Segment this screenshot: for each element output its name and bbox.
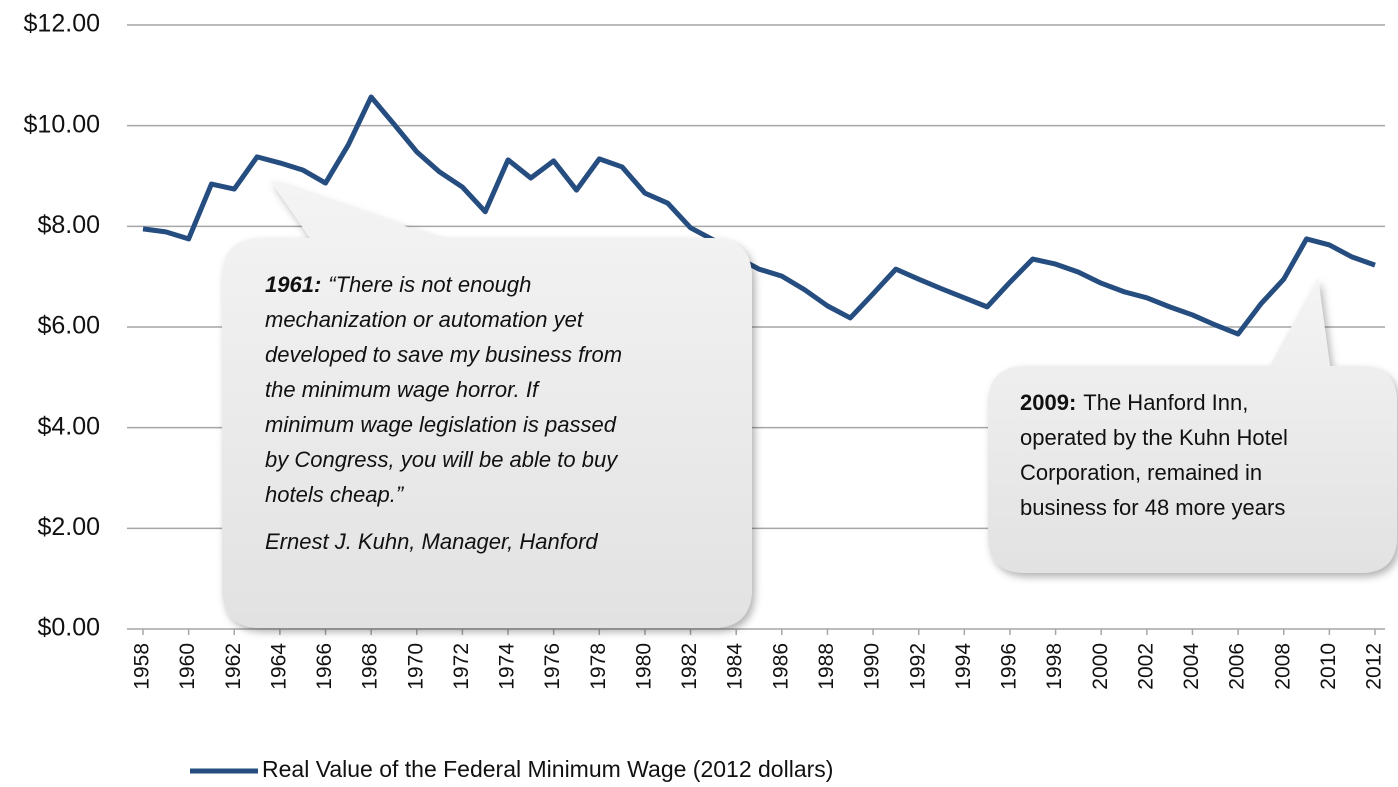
annotation-line: Corporation, remained in [1020, 460, 1262, 485]
y-tick-label: $6.00 [37, 312, 100, 340]
x-tick-label: 2004 [1180, 643, 1203, 690]
y-tick-label: $12.00 [24, 10, 100, 38]
plot [142, 94, 1376, 337]
legend-label: Real Value of the Federal Minimum Wage (… [262, 756, 833, 782]
annotation-text: The Hanford Inn, [1083, 390, 1248, 415]
annotation-line: by Congress, you will be able to buy [265, 447, 619, 472]
x-tick-label: 1962 [222, 643, 245, 690]
x-tick-label: 2006 [1226, 643, 1249, 690]
y-tick-label: $8.00 [37, 211, 100, 239]
x-tick-label: 1990 [861, 643, 884, 690]
x-tick-label: 1984 [724, 643, 747, 690]
annotation-text: “There is not enough [328, 272, 531, 297]
y-tick-label: $4.00 [37, 412, 100, 440]
x-tick-label: 1980 [632, 643, 655, 690]
annotation-line: minimum wage legislation is passed [265, 412, 617, 437]
x-tick-label: 1966 [313, 643, 336, 690]
y-tick-label: $2.00 [37, 513, 100, 541]
data-line [142, 94, 1376, 337]
annotation-line: hotels cheap.” [265, 482, 405, 507]
x-tick-label: 1958 [131, 643, 154, 690]
x-tick-label: 1996 [998, 643, 1021, 690]
annotation-label: 2009: [1020, 390, 1076, 415]
x-tick-label: 1964 [267, 643, 290, 690]
callout-2 [988, 278, 1397, 573]
annotation-attribution: Ernest J. Kuhn, Manager, Hanford [265, 529, 598, 554]
x-tick-label: 2012 [1363, 643, 1386, 690]
callout-1 [222, 180, 752, 628]
x-tick-label: 1974 [496, 643, 519, 690]
x-tick-label: 2008 [1271, 643, 1294, 690]
x-tick-label: 2002 [1134, 643, 1157, 690]
x-tick-label: 1960 [176, 643, 199, 690]
x-tick-label: 1986 [769, 643, 792, 690]
x-tick-label: 1976 [541, 643, 564, 690]
y-tick-label: $10.00 [24, 110, 100, 138]
x-tick-label: 2010 [1317, 643, 1340, 690]
annotation-line: 1961: “There is not enough [265, 272, 531, 297]
annotation-line: operated by the Kuhn Hotel [1020, 425, 1288, 450]
annotations: 1961: “There is not enough mechanization o… [265, 272, 1288, 554]
annotation-line: mechanization or automation yet [265, 307, 584, 332]
annotation-line: business for 48 more years [1020, 495, 1285, 520]
legend: Real Value of the Federal Minimum Wage (… [190, 756, 833, 782]
x-tick-label: 1988 [815, 643, 838, 690]
annotation-line: 2009: The Hanford Inn, [1020, 390, 1248, 415]
x-tick-label: 1978 [587, 643, 610, 690]
x-tick-label: 1968 [359, 643, 382, 690]
annotation-line: the minimum wage horror. If [265, 377, 541, 402]
y-tick-label: $0.00 [37, 614, 100, 642]
x-tick-label: 2000 [1089, 643, 1112, 690]
annotation-line: developed to save my business from [265, 342, 622, 367]
x-tick-label: 1982 [678, 643, 701, 690]
x-tick-label: 1970 [404, 643, 427, 690]
x-tick-label: 1998 [1043, 643, 1066, 690]
annotation-label: 1961: [265, 272, 321, 297]
x-tick-label: 1972 [450, 643, 473, 690]
x-tick-label: 1992 [906, 643, 929, 690]
x-tick-label: 1994 [952, 643, 975, 690]
